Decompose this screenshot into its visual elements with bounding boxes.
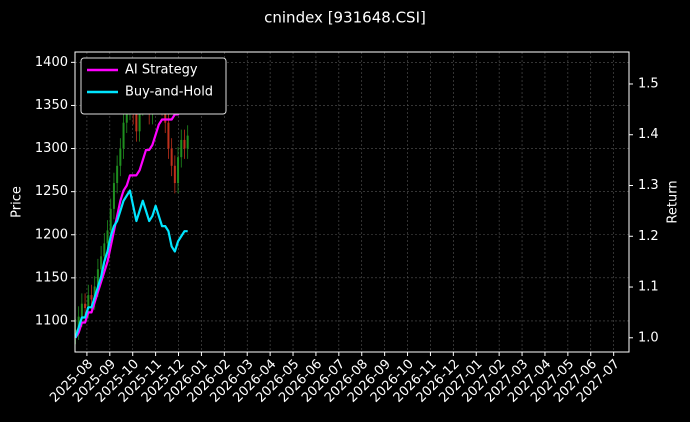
plot [74,69,189,345]
candle-body [96,269,99,287]
candle-body [109,208,112,231]
candle-body [138,105,141,132]
y2-tick-label: 1.4 [638,127,659,142]
y-tick-label: 1150 [35,270,68,285]
candle-body [183,139,186,149]
candle-body [122,122,125,149]
candle-body [90,295,93,300]
candle-body [103,243,106,257]
y-tick-label: 1200 [35,227,68,242]
candle-body [177,157,180,184]
y2-tick-label: 1.1 [638,280,659,295]
candle-body [112,183,115,209]
candle-body [100,256,103,270]
candle-body [77,316,80,330]
candle-body [84,303,87,309]
y-axis-label: Price [10,186,25,218]
legend-box [80,57,227,115]
candle-body [106,230,109,244]
candle-body [186,135,189,149]
candle-body [116,165,119,184]
candle-body [87,295,90,309]
y2-axis-label: Return [666,180,681,223]
candle-body [119,148,122,166]
chart-title: cnindex [931648.CSI] [264,9,426,27]
y2-tick-label: 1.2 [638,229,659,244]
candle-body [167,122,170,149]
legend-label: Buy-and-Hold [125,85,213,100]
y2-tick-label: 1.3 [638,178,659,193]
candle-body [180,139,183,158]
legend-label: AI Strategy [125,63,198,78]
candle-body [135,114,138,132]
candle-body [170,148,173,166]
candle-body [173,165,176,184]
series-line [74,189,188,339]
y-tick-label: 1350 [35,98,68,113]
legend: AI Strategy Buy-and-Hold [80,57,227,115]
series-line [74,83,189,339]
candle-body [80,303,83,317]
y-tick-label: 1100 [35,313,68,328]
y2-tick-label: 1.5 [638,76,659,91]
y-tick-label: 1400 [35,55,68,70]
candle-body [125,109,128,123]
y2-tick-label: 1.0 [638,330,659,345]
candle-body [93,286,96,300]
y-tick-label: 1250 [35,184,68,199]
y-tick-label: 1300 [35,141,68,156]
plot-frame [74,51,630,353]
